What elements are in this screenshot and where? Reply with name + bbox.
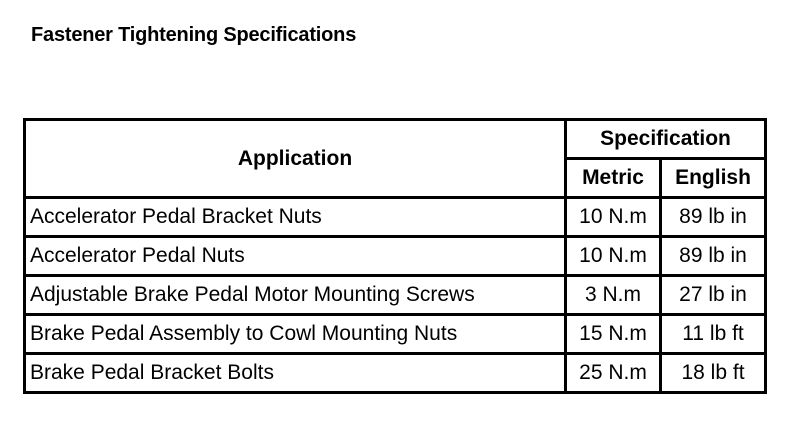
metric-cell: 10 N.m [564, 196, 662, 238]
application-cell: Brake Pedal Assembly to Cowl Mounting Nu… [23, 313, 567, 355]
metric-cell: 10 N.m [564, 235, 662, 277]
english-cell: 11 lb ft [658, 313, 768, 355]
header-english: English [658, 157, 768, 199]
metric-cell: 25 N.m [564, 352, 662, 394]
table-row: Brake Pedal Bracket Bolts 25 N.m 18 lb f… [23, 352, 768, 394]
english-cell: 18 lb ft [658, 352, 768, 394]
application-cell: Accelerator Pedal Bracket Nuts [23, 196, 567, 238]
metric-cell: 3 N.m [564, 274, 662, 316]
table-row: Adjustable Brake Pedal Motor Mounting Sc… [23, 274, 768, 316]
specifications-table: Application Specification Metric English… [23, 118, 768, 394]
table-row: Accelerator Pedal Nuts 10 N.m 89 lb in [23, 235, 768, 277]
header-specification: Specification [563, 118, 768, 160]
application-cell: Accelerator Pedal Nuts [23, 235, 567, 277]
header-metric: Metric [564, 157, 662, 199]
application-cell: Brake Pedal Bracket Bolts [23, 352, 567, 394]
header-application: Application [23, 118, 567, 199]
application-cell: Adjustable Brake Pedal Motor Mounting Sc… [23, 274, 567, 316]
table-row: Brake Pedal Assembly to Cowl Mounting Nu… [23, 313, 768, 355]
english-cell: 89 lb in [658, 235, 768, 277]
metric-cell: 15 N.m [564, 313, 662, 355]
page-title: Fastener Tightening Specifications [31, 24, 357, 46]
header-subrow: Metric English [25, 157, 768, 199]
header-row: Application Specification [23, 118, 768, 199]
english-cell: 89 lb in [658, 196, 768, 238]
table-row: Accelerator Pedal Bracket Nuts 10 N.m 89… [23, 196, 768, 238]
english-cell: 27 lb in [658, 274, 768, 316]
